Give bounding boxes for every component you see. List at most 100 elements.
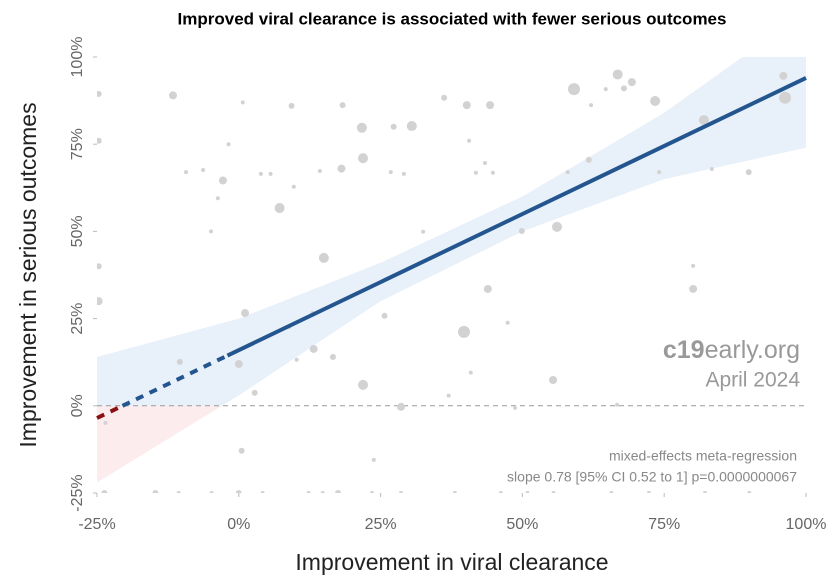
brand-bold: c19 bbox=[663, 336, 705, 364]
data-point bbox=[467, 138, 472, 143]
data-point bbox=[709, 166, 714, 171]
data-point bbox=[176, 491, 181, 493]
data-point bbox=[650, 95, 661, 106]
data-point bbox=[486, 101, 495, 110]
data-point bbox=[779, 91, 792, 104]
x-tick-label: 100% bbox=[786, 516, 827, 533]
data-point bbox=[745, 169, 752, 176]
y-tick-label: 50% bbox=[69, 215, 86, 247]
data-point bbox=[209, 229, 214, 234]
y-tick-label: 100% bbox=[69, 37, 86, 78]
data-point bbox=[288, 102, 295, 109]
fit-line bbox=[96, 403, 124, 420]
x-axis-title: Improvement in viral clearance bbox=[295, 549, 608, 575]
confidence-band-below bbox=[97, 406, 222, 483]
method-note: mixed-effects meta-regression bbox=[609, 448, 797, 464]
data-point bbox=[235, 490, 242, 493]
data-point bbox=[401, 171, 406, 176]
data-point bbox=[691, 263, 696, 268]
data-point bbox=[406, 121, 417, 132]
data-point bbox=[612, 69, 623, 80]
brand-rest: early.org bbox=[705, 336, 800, 364]
stats-note: slope 0.78 [95% CI 0.52 to 1] p=0.000000… bbox=[507, 469, 797, 485]
data-point bbox=[306, 491, 311, 493]
data-point bbox=[381, 312, 388, 319]
brand: c19early.org bbox=[663, 336, 800, 364]
data-point bbox=[169, 91, 178, 100]
data-point bbox=[240, 100, 245, 105]
x-tick-label: 25% bbox=[365, 516, 397, 533]
y-axis-title: Improvement in serious outcomes bbox=[15, 102, 41, 447]
chart-title: Improved viral clearance is associated w… bbox=[178, 9, 727, 28]
data-point bbox=[689, 284, 698, 293]
data-point bbox=[513, 405, 518, 410]
data-point bbox=[274, 203, 285, 214]
data-point bbox=[609, 491, 614, 493]
data-point bbox=[339, 102, 346, 109]
data-point bbox=[97, 90, 102, 97]
data-point bbox=[226, 142, 231, 147]
data-point bbox=[468, 370, 473, 375]
data-point bbox=[390, 123, 397, 130]
data-point bbox=[525, 491, 530, 493]
data-point bbox=[238, 447, 245, 454]
data-point bbox=[518, 228, 525, 235]
confidence-band bbox=[97, 57, 806, 406]
data-point bbox=[152, 490, 159, 493]
data-point bbox=[370, 491, 375, 493]
data-point bbox=[358, 153, 369, 164]
data-point bbox=[356, 122, 367, 133]
data-point bbox=[551, 221, 562, 232]
data-point bbox=[483, 284, 492, 293]
data-point bbox=[549, 375, 558, 384]
data-point bbox=[473, 170, 478, 175]
y-tick-label: 0% bbox=[69, 394, 86, 417]
data-point bbox=[320, 491, 325, 493]
data-point bbox=[184, 170, 189, 175]
date: April 2024 bbox=[705, 369, 800, 392]
data-point bbox=[779, 71, 788, 80]
data-point bbox=[568, 83, 581, 96]
data-point bbox=[101, 490, 108, 493]
data-point bbox=[585, 156, 592, 163]
data-point bbox=[620, 85, 627, 92]
data-point bbox=[371, 457, 376, 462]
x-tick-label: 75% bbox=[648, 516, 680, 533]
data-point bbox=[698, 115, 709, 126]
data-point bbox=[234, 359, 243, 368]
data-point bbox=[441, 94, 448, 101]
data-point bbox=[498, 491, 503, 493]
data-point bbox=[399, 491, 404, 493]
data-point bbox=[462, 101, 471, 110]
data-point bbox=[97, 297, 103, 306]
data-point bbox=[318, 252, 329, 263]
data-point bbox=[176, 358, 183, 365]
data-point bbox=[646, 491, 651, 493]
data-point bbox=[294, 357, 299, 362]
fit-line bbox=[226, 76, 807, 358]
data-point bbox=[97, 137, 102, 144]
data-point bbox=[358, 379, 369, 390]
data-point bbox=[260, 491, 265, 493]
data-point bbox=[329, 353, 336, 360]
data-point bbox=[703, 491, 708, 493]
data-point bbox=[589, 103, 594, 108]
data-point bbox=[335, 490, 342, 493]
data-point bbox=[482, 161, 487, 166]
data-point bbox=[268, 171, 273, 176]
data-point bbox=[452, 491, 457, 493]
data-point bbox=[490, 170, 495, 175]
data-point bbox=[218, 176, 227, 185]
data-point bbox=[565, 170, 570, 175]
data-point bbox=[457, 325, 470, 338]
data-point bbox=[337, 164, 346, 173]
data-point bbox=[627, 78, 636, 87]
data-point bbox=[201, 168, 206, 173]
y-tick-label: 75% bbox=[69, 128, 86, 160]
data-point bbox=[446, 393, 451, 398]
data-point bbox=[251, 389, 258, 396]
data-point bbox=[209, 491, 214, 493]
data-point bbox=[309, 344, 318, 353]
data-point bbox=[215, 196, 220, 201]
